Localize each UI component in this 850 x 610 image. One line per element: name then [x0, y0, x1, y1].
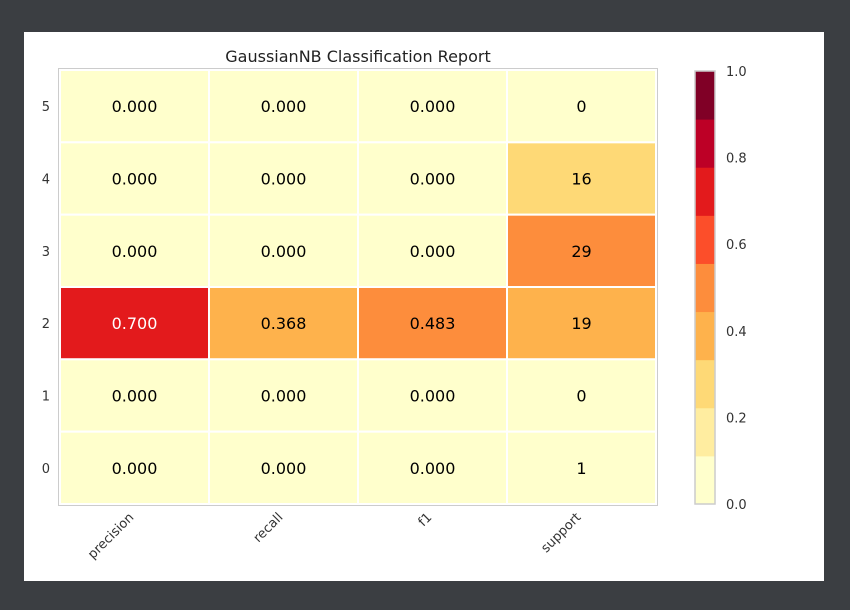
colorbar-tick-label: 0.0	[726, 498, 747, 513]
heatmap-cell	[208, 358, 359, 433]
heatmap-cell	[506, 358, 657, 433]
cell-value-label: 29	[571, 242, 591, 261]
column-tick-label: f1	[416, 510, 436, 530]
cell-value-label: 0.000	[112, 242, 158, 261]
colorbar-segment	[695, 263, 715, 313]
row-tick-label: 2	[42, 317, 50, 332]
heatmap-cell	[506, 430, 657, 505]
row-labels: 5 4 3 2 1 0	[42, 100, 50, 477]
cell-value-label: 0.000	[112, 97, 158, 116]
cell-value-label: 0.000	[112, 459, 158, 478]
cell-value-label: 0.000	[261, 387, 307, 406]
cell-value-label: 0.000	[261, 242, 307, 261]
heatmap-grid: 0.000 0.000 0.000 0 0.000 0.000 0.000 16 0.000 0.…	[58, 68, 658, 506]
colorbar-tick-label: 0.8	[726, 152, 747, 167]
heatmap-cell	[506, 286, 657, 361]
cell-value-label: 16	[571, 170, 591, 189]
row-tick-label: 1	[42, 390, 50, 405]
row-tick-label: 0	[42, 462, 50, 477]
heatmap-cell	[208, 430, 359, 505]
heatmap-cell	[357, 286, 508, 361]
heatmap-cell	[357, 430, 508, 505]
colorbar-segment	[695, 407, 715, 457]
heatmap-cell	[506, 69, 657, 144]
cell-value-label: 0.000	[410, 459, 456, 478]
heatmap-cell	[208, 141, 359, 216]
colorbar-tick-label: 0.4	[726, 325, 747, 340]
heatmap-cell	[208, 69, 359, 144]
colorbar-tick-label: 1.0	[726, 65, 747, 80]
heatmap-cell	[208, 286, 359, 361]
row-tick-label: 4	[42, 173, 50, 188]
cell-value-label: 0.483	[410, 314, 456, 333]
heatmap-cell	[357, 141, 508, 216]
cell-value-label: 0.700	[112, 314, 158, 333]
heatmap-cell	[59, 213, 210, 289]
classification-report-chart: GaussianNB Classification Report 0.000 0.…	[42, 47, 747, 562]
figure: GaussianNB Classification Report 0.000 0.…	[24, 32, 824, 581]
cell-value-label: 0.000	[410, 97, 456, 116]
row-tick-label: 5	[42, 100, 50, 115]
heatmap-cell	[59, 430, 210, 505]
cell-value-label: 0.000	[410, 242, 456, 261]
cell-value-label: 0	[576, 387, 586, 406]
cell-value-label: 0.000	[410, 387, 456, 406]
cell-value-label: 0.368	[261, 314, 307, 333]
cell-value-label: 0.000	[261, 459, 307, 478]
column-labels: precision recall f1 support	[85, 510, 584, 562]
heatmap-cell	[357, 213, 508, 289]
cell-value-label: 0.000	[112, 387, 158, 406]
heatmap-cell	[506, 141, 657, 216]
cell-value-label: 0	[576, 97, 586, 116]
colorbar-segment	[695, 167, 715, 216]
heatmap-cell	[59, 358, 210, 433]
cell-value-label: 0.000	[112, 170, 158, 189]
cell-value-label: 0.000	[410, 170, 456, 189]
cell-value-label: 19	[571, 314, 591, 333]
column-tick-label: precision	[85, 510, 137, 562]
column-tick-label: recall	[251, 510, 287, 546]
cell-value-label: 1	[576, 459, 586, 478]
colorbar-segment	[695, 71, 715, 120]
colorbar-frame	[694, 70, 716, 505]
colorbar-tick-label: 0.2	[726, 411, 747, 426]
colorbar-segment	[695, 119, 715, 168]
colorbar-segment	[695, 215, 715, 264]
heatmap-cell	[506, 213, 657, 289]
chart-title: GaussianNB Classification Report	[225, 47, 490, 66]
cell-value-label: 0.000	[261, 170, 307, 189]
colorbar-tick-label: 0.6	[726, 238, 747, 253]
column-tick-label: support	[538, 510, 584, 556]
cell-value-label: 0.000	[261, 97, 307, 116]
colorbar-segment	[695, 311, 715, 361]
row-tick-label: 3	[42, 245, 50, 260]
colorbar-segment	[695, 359, 715, 409]
colorbar-segment	[695, 455, 715, 505]
colorbar: 0.0 0.2 0.4 0.6 0.8 1.0	[694, 65, 747, 513]
